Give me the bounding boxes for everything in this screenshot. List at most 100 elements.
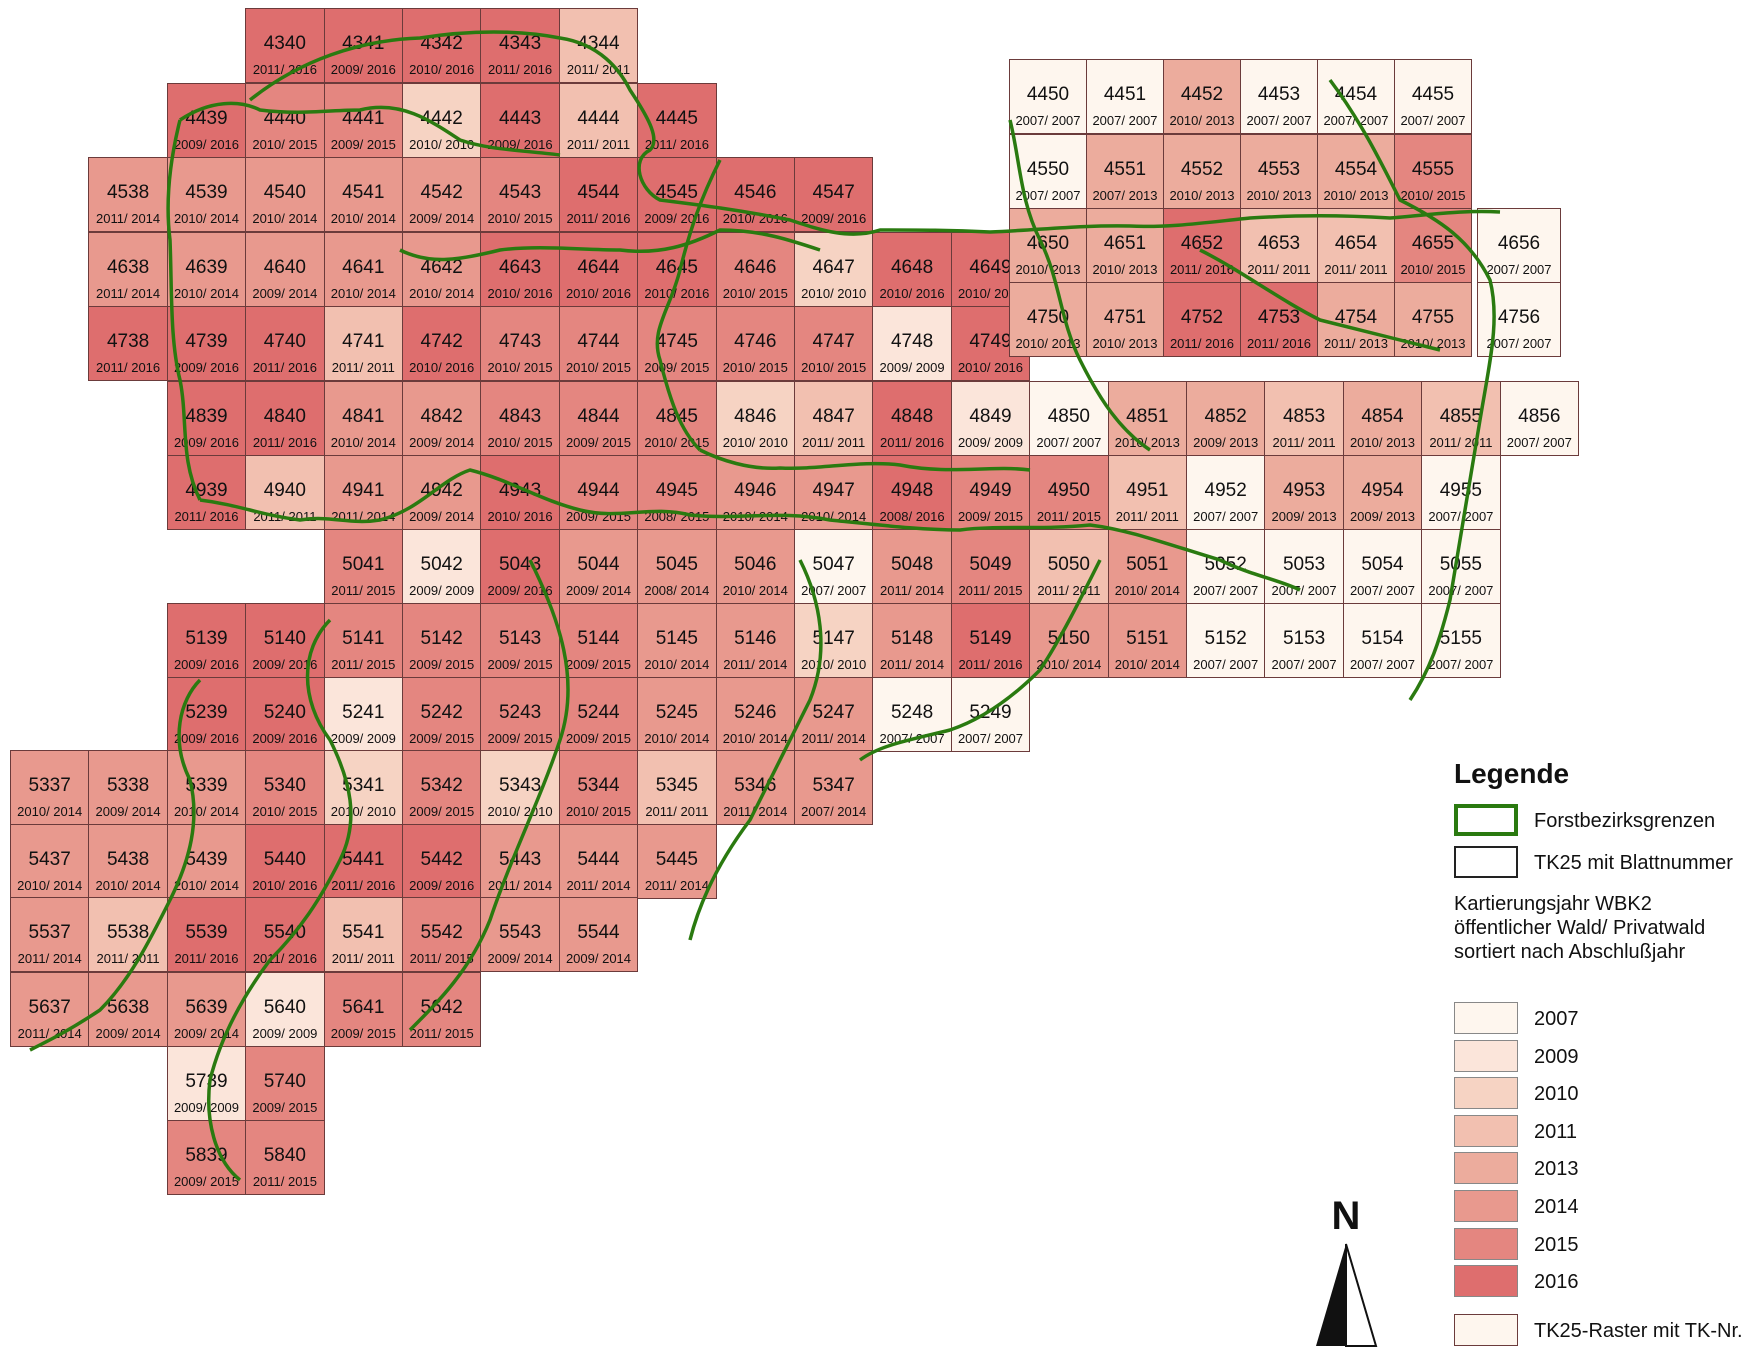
map-sheet-5048: 5048 2011/ 2014	[872, 529, 952, 605]
sheet-number: 4551	[1103, 158, 1147, 180]
year-label: 2016	[1534, 1271, 1579, 1294]
sheet-mapping-years: 2010/ 2010	[801, 657, 867, 673]
sheet-number: 5153	[1282, 627, 1326, 649]
sheet-mapping-years: 2011/ 2015	[1036, 509, 1101, 525]
map-sheet-4952: 4952 2007/ 2007	[1186, 455, 1266, 531]
sheet-mapping-years: 2011/ 2014	[566, 878, 631, 894]
year-swatch	[1454, 1152, 1518, 1185]
map-sheet-4949: 4949 2009/ 2015	[950, 455, 1031, 531]
sheet-mapping-years: 2007/ 2007	[1092, 113, 1158, 129]
sheet-number: 4748	[890, 330, 934, 352]
sheet-number: 4948	[890, 479, 934, 501]
sheet-mapping-years: 2011/ 2014	[331, 509, 396, 525]
map-sheet-5141: 5141 2011/ 2015	[323, 603, 403, 679]
map-sheet-5339: 5339 2010/ 2014	[166, 750, 247, 826]
sheet-number: 4344	[577, 32, 620, 54]
sheet-number: 4654	[1334, 232, 1378, 254]
map-sheet-4455: 4455 2007/ 2007	[1394, 59, 1472, 135]
map-sheet-4555: 4555 2010/ 2015	[1394, 134, 1472, 210]
sheet-number: 5142	[420, 627, 463, 649]
sheet-number: 5540	[263, 921, 307, 943]
map-sheet-4343: 4343 2011/ 2016	[480, 8, 560, 84]
map-sheet-4954: 4954 2009/ 2013	[1342, 455, 1423, 531]
legend-heading-line-3: sortiert nach Abschlußjahr	[1454, 941, 1686, 963]
map-sheet-4643: 4643 2010/ 2016	[480, 232, 560, 308]
map-sheet-4854: 4854 2010/ 2013	[1342, 381, 1423, 457]
sheet-mapping-years: 2009/ 2014	[173, 1026, 240, 1042]
map-sheet-4450: 4450 2007/ 2007	[1009, 59, 1087, 135]
sheet-number: 4841	[342, 405, 385, 427]
sheet-mapping-years: 2007/ 2007	[1015, 188, 1081, 204]
sheet-number: 4454	[1334, 83, 1378, 105]
sheet-number: 5437	[28, 848, 71, 870]
sheet-number: 4738	[106, 330, 150, 352]
map-sheet-4955: 4955 2007/ 2007	[1421, 455, 1501, 531]
sheet-mapping-years: 2011/ 2015	[409, 1026, 474, 1042]
map-sheet-5442: 5442 2009/ 2016	[402, 824, 482, 900]
map-sheet-5153: 5153 2007/ 2007	[1264, 603, 1344, 679]
year-label: 2011	[1534, 1120, 1578, 1143]
sheet-mapping-years: 2007/ 2007	[1349, 657, 1416, 673]
map-sheet-4644: 4644 2010/ 2016	[558, 232, 639, 308]
sheet-mapping-years: 2010/ 2016	[879, 286, 945, 302]
sheet-mapping-years: 2010/ 2013	[1015, 336, 1081, 352]
sheet-number: 4751	[1103, 306, 1147, 328]
legend-heading-line-1: Kartierungsjahr WBK2	[1454, 893, 1652, 915]
map-sheet-4946: 4946 2010/ 2014	[715, 455, 795, 531]
sheet-number: 5143	[498, 627, 542, 649]
sheet-number: 4855	[1439, 405, 1483, 427]
sheet-mapping-years: 2010/ 2013	[1092, 336, 1158, 352]
sheet-mapping-years: 2011/ 2016	[174, 509, 239, 525]
sheet-mapping-years: 2009/ 2016	[409, 878, 475, 894]
sheet-number: 5341	[342, 774, 385, 796]
sheet-mapping-years: 2007/ 2007	[1036, 435, 1102, 451]
sheet-number: 4854	[1361, 405, 1404, 427]
map-sheet-5144: 5144 2009/ 2015	[558, 603, 639, 679]
sheet-number: 5045	[655, 553, 699, 575]
sheet-mapping-years: 2009/ 2015	[565, 509, 632, 525]
sheet-mapping-years: 2007/ 2007	[801, 583, 867, 599]
sheet-mapping-years: 2009/ 2014	[565, 951, 632, 967]
sheet-number: 5441	[342, 848, 385, 870]
map-sheet-5538: 5538 2011/ 2011	[88, 897, 168, 973]
sheet-mapping-years: 2011/ 2011	[1429, 435, 1493, 451]
sheet-mapping-years: 2010/ 2015	[1400, 262, 1466, 278]
sheet-mapping-years: 2009/ 2009	[173, 1100, 240, 1116]
map-sheet-5246: 5246 2010/ 2014	[715, 677, 795, 753]
sheet-number: 4848	[890, 405, 934, 427]
map-sheet-5239: 5239 2009/ 2016	[166, 677, 247, 753]
sheet-number: 4650	[1026, 232, 1070, 254]
sheet-number: 5242	[420, 701, 463, 723]
map-sheet-5639: 5639 2009/ 2014	[166, 972, 247, 1048]
sheet-mapping-years: 2007/ 2013	[1092, 188, 1158, 204]
sheet-number: 5044	[577, 553, 620, 575]
sheet-mapping-years: 2011/ 2014	[723, 657, 788, 673]
map-sheet-4856: 4856 2007/ 2007	[1499, 381, 1579, 457]
sheet-number: 5642	[420, 996, 463, 1018]
map-sheet-4739: 4739 2009/ 2016	[166, 306, 247, 382]
map-sheet-5638: 5638 2009/ 2014	[88, 972, 168, 1048]
sheet-number: 4746	[734, 330, 777, 352]
sheet-mapping-years: 2010/ 2010	[409, 137, 475, 153]
map-sheet-5241: 5241 2009/ 2009	[323, 677, 403, 753]
sheet-number: 4847	[812, 405, 855, 427]
map-sheet-4545: 4545 2009/ 2016	[637, 157, 717, 233]
map-sheet-5145: 5145 2010/ 2014	[637, 603, 717, 679]
sheet-mapping-years: 2010/ 2014	[330, 286, 396, 302]
sheet-mapping-years: 2010/ 2014	[1114, 657, 1180, 673]
map-sheet-4443: 4443 2009/ 2016	[480, 83, 560, 159]
sheet-mapping-years: 2009/ 2016	[487, 583, 553, 599]
sheet-number: 4538	[106, 181, 150, 203]
map-sheet-4948: 4948 2008/ 2016	[872, 455, 952, 531]
sheet-number: 4442	[420, 107, 463, 129]
sheet-number: 5243	[498, 701, 542, 723]
sheet-number: 4949	[969, 479, 1012, 501]
map-sheet-4543: 4543 2010/ 2015	[480, 157, 560, 233]
sheet-number: 4451	[1103, 83, 1147, 105]
map-sheet-5140: 5140 2009/ 2016	[245, 603, 325, 679]
sheet-number: 4940	[263, 479, 307, 501]
sheet-number: 4441	[342, 107, 385, 129]
map-sheet-5147: 5147 2010/ 2010	[794, 603, 874, 679]
sheet-number: 4743	[498, 330, 542, 352]
map-sheet-4647: 4647 2010/ 2010	[794, 232, 874, 308]
